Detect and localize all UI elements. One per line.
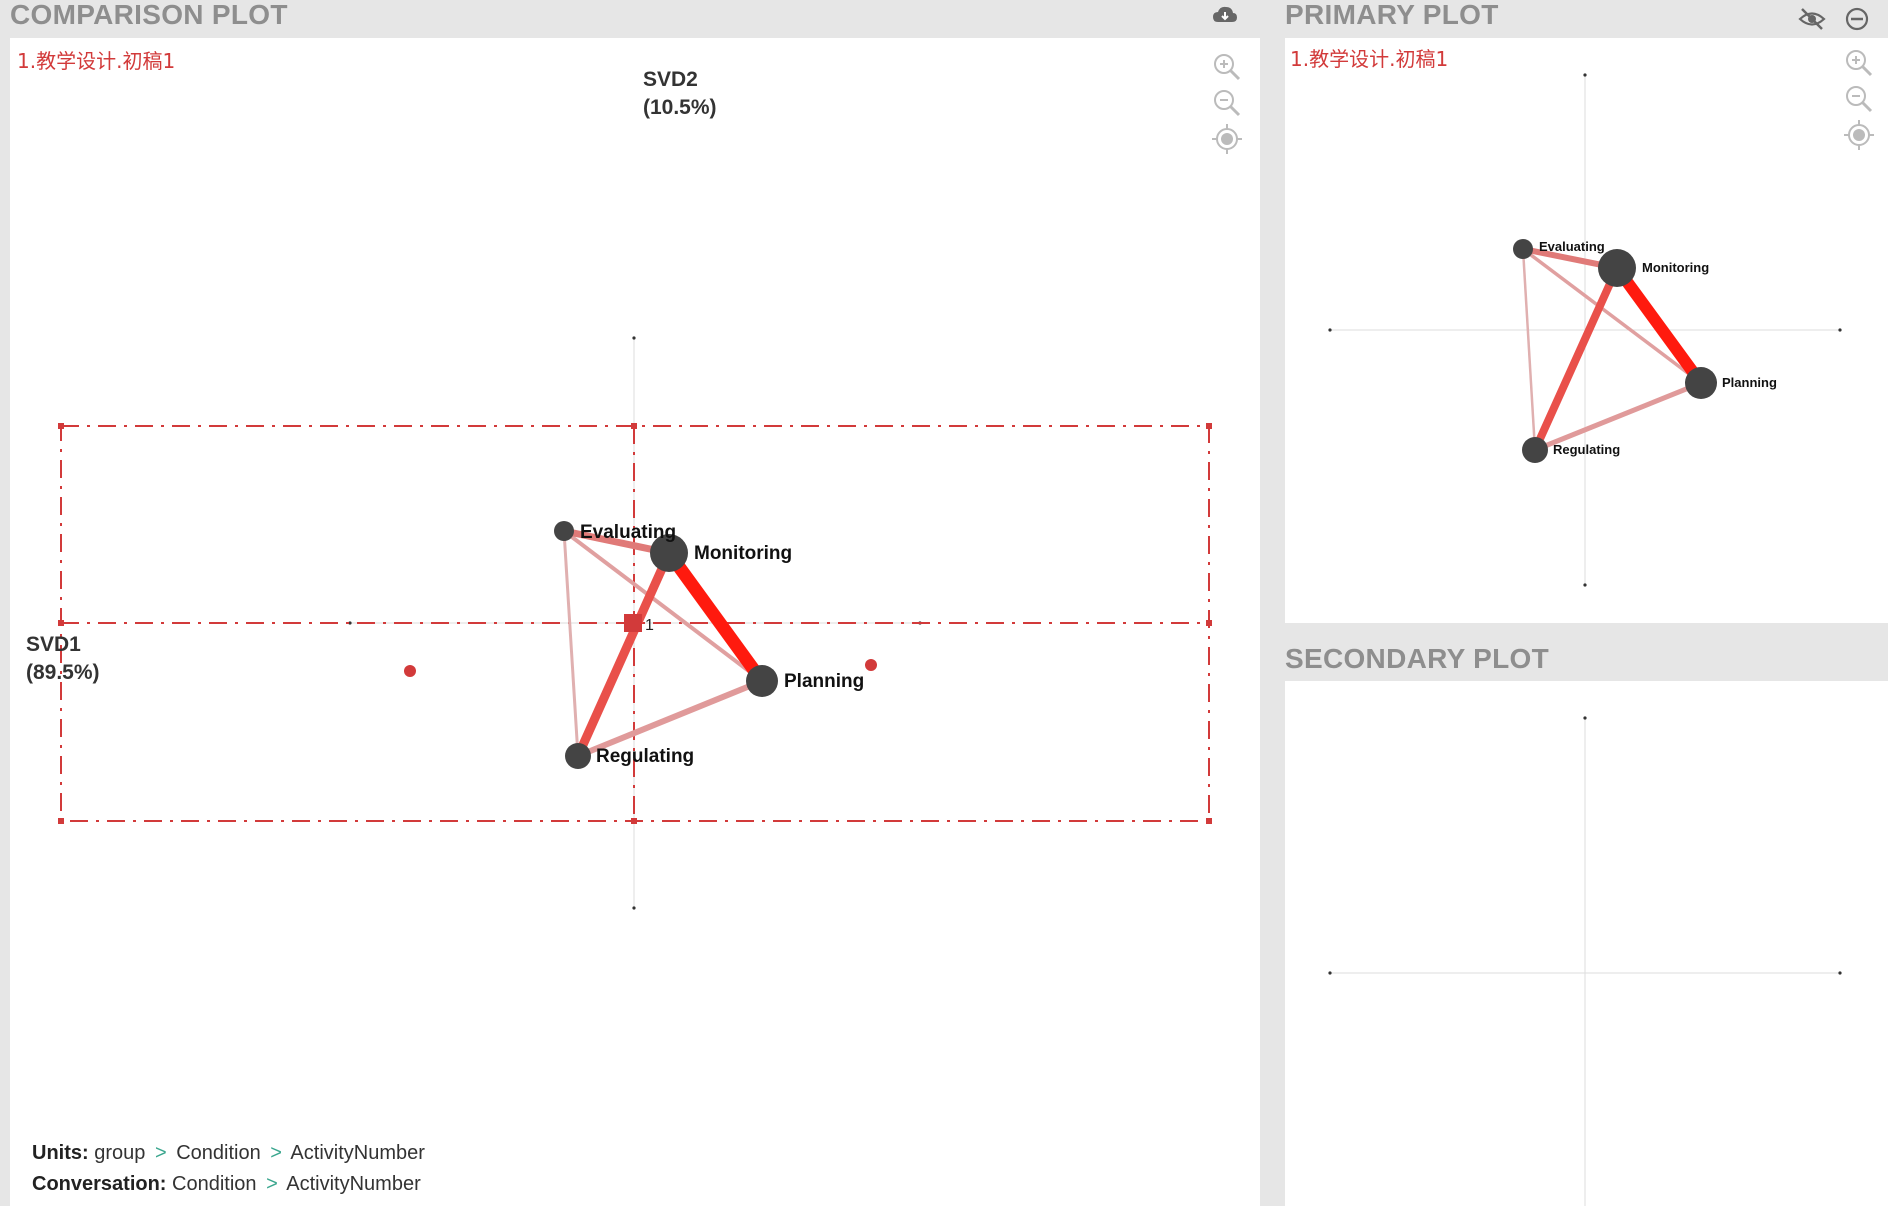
edge-evaluating-regulating — [1521, 248, 1537, 451]
units-path: Units: group > Condition > ActivityNumbe… — [32, 1142, 425, 1165]
node-evaluating[interactable] — [554, 521, 574, 541]
edge-evaluating-planning — [562, 529, 764, 683]
zoom-in-icon[interactable] — [1844, 48, 1874, 78]
node-label-evaluating: Evaluating — [580, 522, 676, 543]
units-path-item[interactable]: group — [94, 1142, 146, 1164]
primary-plot-panel: 1.教学设计.初稿1 Evaluating Monitoring Plannin… — [1285, 38, 1888, 623]
comparison-plot-panel: 1.教学设计.初稿1 1 — [10, 38, 1260, 1206]
zoom-out-icon[interactable] — [1212, 88, 1242, 118]
centroid-marker — [624, 614, 642, 632]
node-label-planning: Planning — [784, 671, 864, 692]
node-planning[interactable] — [746, 665, 778, 697]
eye-slash-icon[interactable] — [1797, 4, 1827, 34]
primary-plot-title: PRIMARY PLOT — [1285, 0, 1499, 30]
node-evaluating[interactable] — [1513, 239, 1533, 259]
node-regulating[interactable] — [1522, 437, 1548, 463]
conversation-path: Conversation: Condition > ActivityNumber — [32, 1173, 421, 1196]
cloud-download-icon[interactable] — [1210, 1, 1240, 31]
target-icon[interactable] — [1844, 120, 1874, 150]
node-planning[interactable] — [1685, 367, 1717, 399]
comparison-plot-canvas[interactable]: 1 Evaluating Monitoring Planning Regulat… — [10, 38, 1260, 1206]
edge-monitoring-planning — [663, 549, 768, 685]
conversation-label: Conversation: — [32, 1173, 167, 1195]
primary-plot-canvas[interactable]: Evaluating Monitoring Planning Regulatin… — [1285, 38, 1888, 623]
secondary-plot-panel — [1285, 681, 1888, 1206]
node-monitoring[interactable] — [1598, 249, 1636, 287]
secondary-plot-canvas[interactable] — [1285, 681, 1888, 1206]
unit-point — [404, 665, 416, 677]
edge-regulating-planning — [576, 678, 764, 759]
node-label-planning: Planning — [1722, 375, 1777, 390]
units-path-item[interactable]: ActivityNumber — [290, 1142, 425, 1164]
comparison-plot-label: 1.教学设计.初稿1 — [17, 49, 176, 73]
zoom-in-icon[interactable] — [1212, 52, 1242, 82]
comparison-plot-title: COMPARISON PLOT — [10, 0, 288, 30]
edge-monitoring-regulating — [1531, 266, 1621, 452]
node-label-monitoring: Monitoring — [694, 543, 792, 564]
units-path-item[interactable]: Condition — [176, 1142, 261, 1164]
conversation-path-item[interactable]: Condition — [172, 1173, 257, 1195]
zoom-out-icon[interactable] — [1844, 84, 1874, 114]
node-regulating[interactable] — [565, 743, 591, 769]
edge-evaluating-planning — [1521, 247, 1703, 385]
node-label-monitoring: Monitoring — [1642, 260, 1709, 275]
axis-x-percent: (89.5%) — [26, 661, 100, 684]
secondary-plot-title: SECONDARY PLOT — [1285, 643, 1550, 674]
axis-y-percent: (10.5%) — [643, 96, 717, 119]
conversation-path-item[interactable]: ActivityNumber — [286, 1173, 421, 1195]
unit-point — [865, 659, 877, 671]
node-label-regulating: Regulating — [1553, 442, 1620, 457]
minus-circle-icon[interactable] — [1842, 4, 1872, 34]
target-icon[interactable] — [1212, 124, 1242, 154]
node-label-regulating: Regulating — [596, 746, 694, 767]
edge-monitoring-regulating — [573, 551, 674, 758]
edge-monitoring-planning — [1612, 264, 1706, 387]
path-separator: > — [154, 1142, 167, 1164]
path-separator: > — [270, 1142, 282, 1164]
edge-regulating-planning — [1534, 380, 1702, 453]
path-separator: > — [266, 1173, 278, 1195]
units-label: Units: — [32, 1142, 89, 1164]
node-label-evaluating: Evaluating — [1539, 239, 1605, 254]
axis-y-label: SVD2 — [643, 68, 698, 91]
axis-x-label: SVD1 — [26, 633, 81, 656]
primary-plot-label: 1.教学设计.初稿1 — [1290, 47, 1449, 71]
node-monitoring[interactable] — [650, 534, 688, 572]
edge-evaluating-regulating — [562, 530, 580, 757]
centroid-label: 1 — [645, 617, 654, 634]
